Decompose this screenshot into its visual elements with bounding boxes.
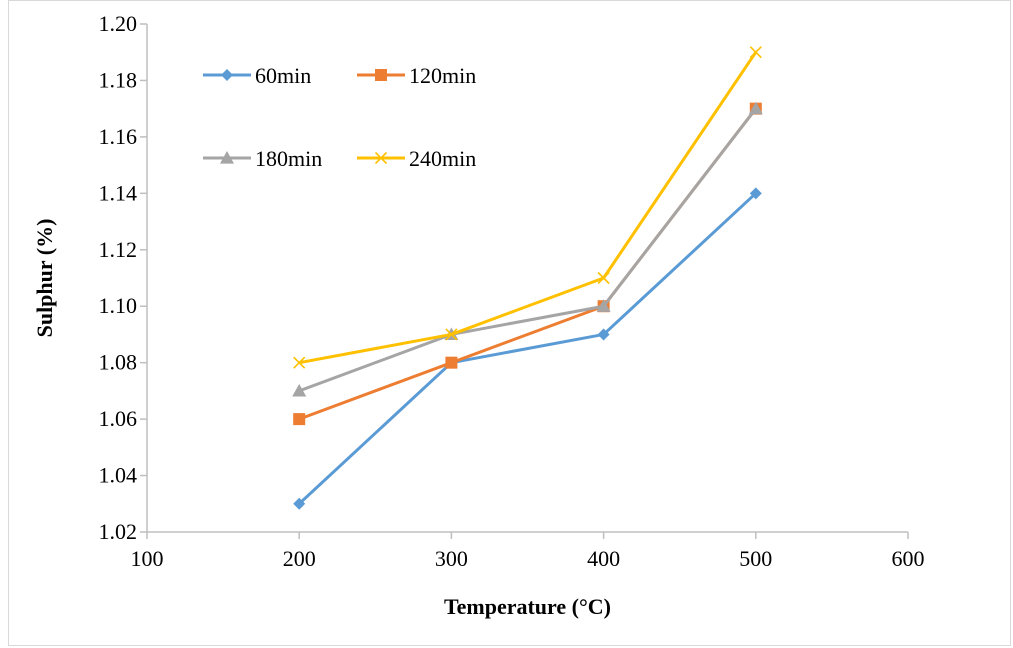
data-point-240min-stroke: [445, 328, 458, 341]
data-point-180min: [596, 299, 611, 312]
legend-item-240min: 240min: [357, 146, 476, 171]
data-point-60min: [749, 187, 762, 200]
y-tick-label: 1.08: [99, 350, 138, 375]
data-point-240min-stroke: [597, 271, 610, 285]
legend-marker: [220, 151, 234, 164]
x-tick-label: 500: [739, 546, 772, 571]
data-point-60min: [597, 328, 610, 341]
data-point-240min-stroke: [749, 46, 762, 59]
legend-label: 60min: [255, 63, 311, 88]
series-line-60min: [298, 192, 757, 505]
data-point-120min: [293, 413, 306, 426]
y-tick-label: 1.04: [99, 463, 138, 488]
x-axis-title: Temperature (°C): [444, 594, 611, 619]
data-point-240min: [293, 356, 306, 369]
data-point-60min: [293, 497, 306, 510]
data-point-180min: [292, 383, 307, 397]
legend-marker: [375, 69, 387, 81]
series-layer: [292, 46, 763, 510]
y-axis-title: Sulphur (%): [32, 219, 57, 338]
series-60min: [293, 187, 762, 510]
legend-label: 180min: [255, 146, 322, 171]
legend-item-120min: 120min: [357, 63, 476, 88]
data-point-240min: [445, 328, 458, 341]
legend-item-180min: 180min: [203, 146, 322, 171]
x-tick-label: 300: [435, 546, 468, 571]
x-tick-label: 200: [283, 546, 316, 571]
y-tick-labels: 1.02 1.04 1.06 1.08 1.10 1.12 1.14 1.16 1.18 1.20: [99, 11, 147, 544]
series-120min: [293, 102, 762, 426]
axes: [146, 24, 908, 533]
legend-marker: [221, 69, 233, 81]
legend-marker: [374, 151, 388, 165]
y-tick-label: 1.14: [99, 180, 138, 205]
x-tick-label: 400: [587, 546, 620, 571]
legend: 60min 120min 180min 240min: [203, 63, 476, 171]
series-240min: [293, 46, 762, 369]
data-point-240min: [597, 271, 610, 285]
data-point-120min: [445, 356, 458, 369]
data-point-180min: [748, 101, 763, 115]
y-tick-label: 1.20: [99, 11, 138, 36]
y-tick-label: 1.18: [99, 67, 138, 92]
y-tick-label: 1.06: [99, 406, 138, 431]
y-tick-label: 1.12: [99, 237, 138, 262]
data-point-240min: [749, 46, 762, 59]
y-tick-label: 1.02: [99, 519, 138, 544]
x-tick-label: 600: [892, 546, 925, 571]
series-line-240min: [298, 51, 758, 365]
legend-label: 240min: [409, 146, 476, 171]
x-tick-label: 100: [131, 546, 164, 571]
data-point-240min-stroke: [293, 356, 306, 369]
y-tick-label: 1.16: [99, 124, 138, 149]
legend-item-60min: 60min: [203, 63, 311, 88]
x-tick-labels: 100 200 300 400 500 600: [131, 532, 925, 571]
y-tick-label: 1.10: [99, 293, 138, 318]
legend-label: 120min: [409, 63, 476, 88]
legend-marker-stroke: [374, 151, 388, 165]
series-line-180min: [298, 107, 757, 393]
